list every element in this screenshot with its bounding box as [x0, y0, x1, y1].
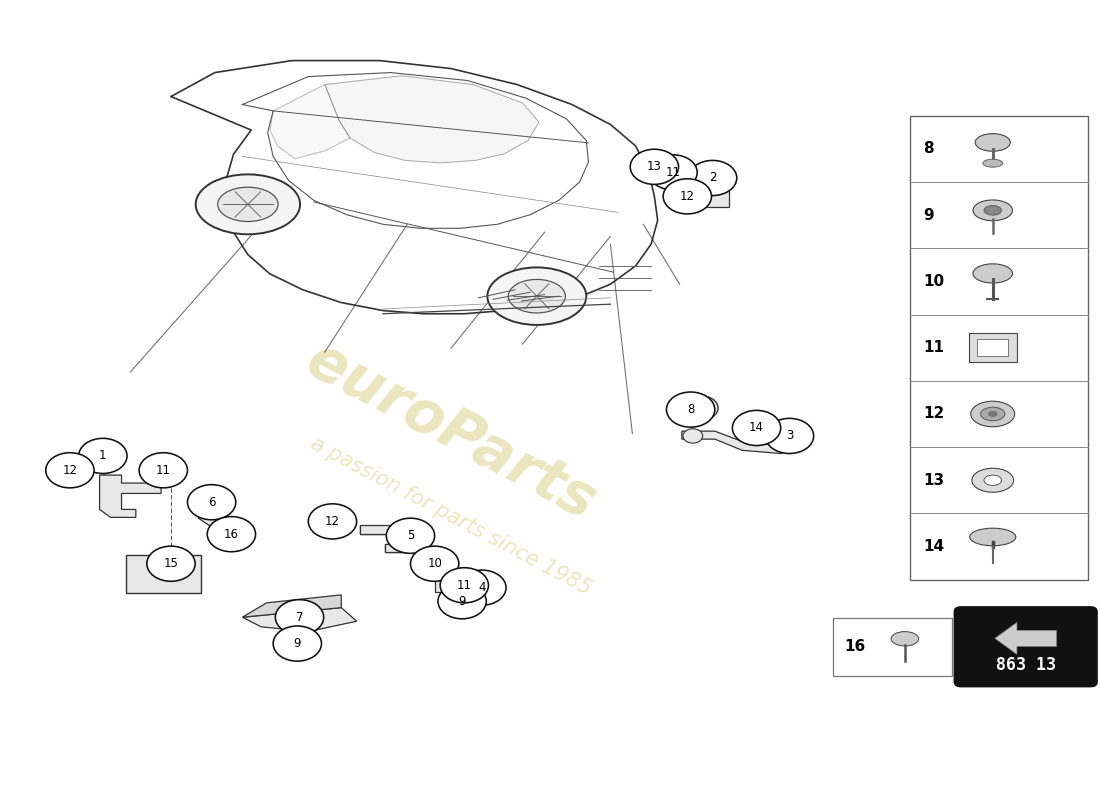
Text: 863 13: 863 13 — [996, 656, 1056, 674]
Ellipse shape — [974, 200, 1012, 221]
Ellipse shape — [988, 411, 997, 416]
Ellipse shape — [974, 264, 1012, 283]
Polygon shape — [242, 608, 356, 631]
Polygon shape — [270, 85, 350, 159]
Text: 5: 5 — [407, 530, 415, 542]
Circle shape — [139, 453, 187, 488]
Circle shape — [446, 582, 456, 590]
Text: 16: 16 — [845, 639, 866, 654]
Polygon shape — [698, 184, 729, 206]
Text: 13: 13 — [647, 160, 662, 174]
Circle shape — [146, 546, 195, 582]
Ellipse shape — [981, 407, 1004, 421]
Text: 10: 10 — [924, 274, 945, 289]
Text: 12: 12 — [63, 464, 77, 477]
FancyBboxPatch shape — [969, 334, 1016, 362]
Polygon shape — [360, 525, 426, 552]
Text: 11: 11 — [924, 340, 945, 355]
Circle shape — [649, 155, 697, 190]
Circle shape — [667, 392, 715, 427]
FancyBboxPatch shape — [125, 555, 200, 594]
Circle shape — [308, 504, 356, 539]
Circle shape — [663, 178, 712, 214]
Ellipse shape — [984, 206, 1001, 215]
Polygon shape — [100, 475, 161, 518]
Ellipse shape — [508, 279, 565, 313]
FancyBboxPatch shape — [834, 618, 953, 675]
Ellipse shape — [487, 267, 586, 325]
Text: 14: 14 — [749, 422, 764, 434]
Circle shape — [460, 582, 471, 590]
Circle shape — [79, 438, 126, 474]
Polygon shape — [434, 578, 481, 592]
FancyBboxPatch shape — [955, 607, 1097, 686]
Text: 6: 6 — [208, 496, 216, 509]
Polygon shape — [994, 622, 1056, 654]
Ellipse shape — [983, 159, 1002, 167]
Text: 11: 11 — [666, 166, 681, 179]
Circle shape — [440, 568, 488, 603]
Circle shape — [438, 584, 486, 619]
Ellipse shape — [218, 187, 278, 222]
Text: 7: 7 — [296, 610, 304, 624]
Text: 11: 11 — [456, 578, 472, 592]
Circle shape — [766, 418, 814, 454]
Polygon shape — [242, 595, 341, 618]
Polygon shape — [198, 488, 231, 530]
Text: 9: 9 — [459, 594, 466, 608]
Circle shape — [273, 626, 321, 661]
Circle shape — [694, 402, 710, 414]
Ellipse shape — [984, 475, 1001, 486]
Circle shape — [630, 150, 679, 184]
Text: 4: 4 — [478, 581, 485, 594]
Circle shape — [187, 485, 235, 520]
Text: 3: 3 — [785, 430, 793, 442]
Text: 8: 8 — [924, 142, 934, 156]
Text: 12: 12 — [324, 515, 340, 528]
Text: 13: 13 — [924, 473, 945, 488]
Text: 15: 15 — [164, 558, 178, 570]
Text: 14: 14 — [924, 539, 945, 554]
FancyBboxPatch shape — [978, 339, 1008, 357]
Circle shape — [689, 161, 737, 195]
Text: a passion for parts since 1985: a passion for parts since 1985 — [307, 433, 595, 598]
Circle shape — [458, 570, 506, 606]
Text: euroParts: euroParts — [297, 332, 606, 532]
Circle shape — [46, 453, 95, 488]
Ellipse shape — [891, 631, 918, 646]
Text: 16: 16 — [224, 528, 239, 541]
Ellipse shape — [976, 134, 1010, 151]
Text: 12: 12 — [924, 406, 945, 422]
Circle shape — [207, 517, 255, 552]
Text: 1: 1 — [99, 450, 107, 462]
Circle shape — [685, 396, 718, 420]
Circle shape — [410, 546, 459, 582]
Text: 2: 2 — [708, 171, 716, 185]
Ellipse shape — [972, 468, 1013, 492]
Polygon shape — [324, 76, 539, 163]
Ellipse shape — [971, 401, 1014, 426]
Text: 8: 8 — [686, 403, 694, 416]
Ellipse shape — [196, 174, 300, 234]
Circle shape — [386, 518, 434, 554]
Text: 11: 11 — [156, 464, 170, 477]
Text: SOS: SOS — [154, 570, 173, 578]
Circle shape — [683, 429, 703, 443]
Circle shape — [733, 410, 781, 446]
FancyBboxPatch shape — [911, 116, 1088, 580]
Polygon shape — [682, 431, 795, 454]
Text: 9: 9 — [924, 208, 934, 222]
Text: 10: 10 — [427, 558, 442, 570]
Circle shape — [275, 600, 323, 634]
Text: 12: 12 — [680, 190, 695, 203]
Ellipse shape — [970, 528, 1015, 546]
Text: 9: 9 — [294, 637, 301, 650]
